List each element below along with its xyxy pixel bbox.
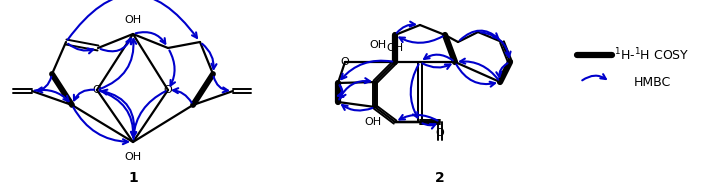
- FancyArrowPatch shape: [400, 36, 443, 43]
- FancyArrowPatch shape: [423, 63, 451, 69]
- FancyArrowPatch shape: [338, 85, 343, 97]
- FancyArrowPatch shape: [214, 77, 228, 92]
- FancyArrowPatch shape: [410, 64, 418, 118]
- FancyArrowPatch shape: [68, 44, 93, 53]
- FancyArrowPatch shape: [74, 90, 94, 100]
- Text: 2: 2: [435, 171, 445, 185]
- FancyArrowPatch shape: [424, 54, 453, 60]
- FancyArrowPatch shape: [99, 91, 136, 137]
- FancyArrowPatch shape: [342, 105, 372, 111]
- Text: OH: OH: [369, 40, 387, 50]
- Text: O: O: [436, 128, 444, 138]
- FancyArrowPatch shape: [73, 107, 128, 144]
- FancyArrowPatch shape: [339, 78, 370, 100]
- FancyArrowPatch shape: [456, 64, 495, 87]
- FancyArrowPatch shape: [582, 74, 606, 80]
- FancyArrowPatch shape: [99, 39, 136, 89]
- FancyArrowPatch shape: [35, 90, 68, 101]
- FancyArrowPatch shape: [340, 85, 346, 98]
- Text: OH: OH: [125, 152, 142, 162]
- Text: OH: OH: [364, 117, 382, 127]
- FancyArrowPatch shape: [37, 77, 51, 92]
- FancyArrowPatch shape: [131, 91, 166, 137]
- FancyArrowPatch shape: [101, 39, 131, 51]
- FancyArrowPatch shape: [102, 90, 134, 139]
- FancyArrowPatch shape: [460, 59, 498, 80]
- Text: O: O: [93, 85, 102, 95]
- Text: OH: OH: [387, 43, 404, 53]
- Text: $^{1}$H-$^{1}$H COSY: $^{1}$H-$^{1}$H COSY: [614, 47, 690, 63]
- FancyArrowPatch shape: [460, 31, 498, 40]
- Text: O: O: [341, 57, 349, 67]
- FancyArrowPatch shape: [135, 32, 166, 44]
- FancyArrowPatch shape: [173, 88, 192, 103]
- FancyArrowPatch shape: [423, 123, 436, 129]
- Text: O: O: [163, 85, 172, 95]
- FancyArrowPatch shape: [481, 32, 510, 57]
- Text: 1: 1: [128, 171, 138, 185]
- Text: HMBC: HMBC: [634, 75, 670, 89]
- FancyArrowPatch shape: [397, 22, 415, 33]
- FancyArrowPatch shape: [400, 115, 438, 121]
- FancyArrowPatch shape: [496, 63, 508, 77]
- FancyArrowPatch shape: [169, 50, 175, 86]
- FancyArrowPatch shape: [202, 44, 217, 69]
- Text: OH: OH: [125, 15, 142, 25]
- FancyArrowPatch shape: [341, 61, 392, 79]
- FancyArrowPatch shape: [68, 0, 197, 40]
